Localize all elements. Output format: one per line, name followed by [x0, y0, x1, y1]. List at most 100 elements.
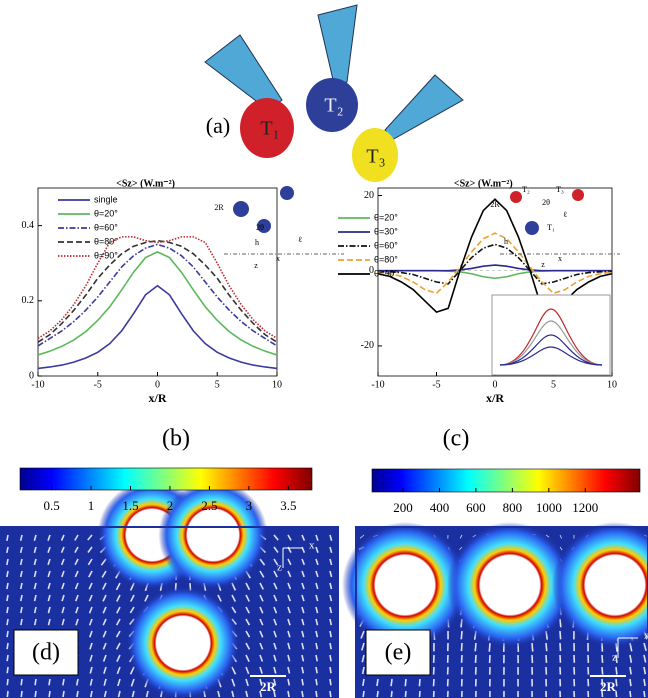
arrow: [287, 594, 291, 602]
arrow: [33, 618, 37, 626]
arrow: [6, 654, 9, 662]
arrow: [329, 606, 333, 614]
arrow: [89, 690, 93, 698]
arrow: [144, 594, 149, 602]
x-tick-label: 10: [607, 379, 617, 390]
arrow: [101, 570, 107, 578]
x-tick-label: 10: [272, 379, 282, 390]
arrow: [116, 594, 121, 602]
x-tick-label: -10: [31, 379, 44, 390]
panel-label: (c): [443, 426, 470, 452]
arrow: [6, 546, 9, 554]
legend-label: θ=80°: [94, 236, 118, 246]
arrow: [61, 570, 65, 578]
arrow: [6, 534, 9, 542]
arrow: [19, 582, 23, 590]
arrow: [643, 678, 646, 687]
legend-label: θ=90°: [94, 250, 118, 260]
field-arrows: [0, 480, 648, 698]
arrow: [259, 618, 264, 626]
arrow: [329, 618, 333, 626]
arrow: [545, 642, 548, 652]
arrow: [404, 690, 407, 698]
arrow: [61, 606, 65, 614]
arrow: [89, 678, 93, 686]
arrow: [376, 678, 379, 687]
arrow: [315, 594, 319, 602]
arrow: [301, 618, 305, 626]
arrow: [460, 630, 463, 640]
y-tick-label: 0: [29, 370, 34, 381]
particle-halo: [342, 522, 468, 648]
arrow: [33, 606, 37, 614]
arrow: [231, 594, 237, 602]
panel-label: (a): [206, 113, 230, 138]
arrow: [48, 678, 51, 686]
arrow: [129, 606, 135, 614]
legend-label: single: [94, 194, 118, 204]
arrow: [102, 630, 107, 638]
arrow: [301, 558, 306, 566]
arrow: [361, 642, 365, 651]
arrow: [273, 654, 277, 662]
arrow: [531, 642, 534, 652]
arrow: [404, 678, 407, 687]
arrow: [6, 570, 9, 578]
arrow: [19, 570, 23, 578]
arrow: [88, 570, 93, 578]
arrow: [601, 690, 604, 698]
series-line: [377, 232, 613, 295]
arrow: [20, 678, 23, 686]
arrow: [231, 606, 237, 614]
arrow: [47, 618, 51, 626]
schematic-label: x: [558, 254, 562, 263]
colorbar-tick-label: 3.5: [280, 498, 296, 513]
schematic-label: 2R: [490, 200, 500, 209]
x-tick-label: -10: [371, 379, 384, 390]
arrow: [615, 654, 618, 664]
axis-indicator-label: x: [644, 630, 648, 642]
arrow: [315, 690, 318, 698]
arrow: [102, 642, 107, 650]
arrow: [259, 570, 265, 578]
arrow: [6, 666, 9, 674]
arrow: [33, 546, 37, 554]
colorbar-tick-label: 400: [430, 500, 450, 515]
arrow: [315, 558, 319, 566]
arrow: [19, 534, 23, 542]
scale-label: 2R: [260, 679, 277, 694]
inset-curve: [499, 346, 603, 366]
arrow: [273, 606, 278, 614]
arrow: [459, 534, 463, 539]
arrow: [75, 606, 79, 614]
arrow: [47, 558, 51, 566]
arrow: [245, 582, 251, 591]
x-tick-label: 0: [493, 379, 498, 390]
arrow: [329, 558, 333, 566]
arrow: [19, 546, 23, 554]
schematic-label: h: [504, 237, 508, 246]
arrow: [315, 618, 319, 626]
arrow: [245, 594, 250, 602]
arrow: [89, 642, 93, 650]
arrow: [6, 690, 9, 698]
arrow: [34, 690, 37, 698]
arrow: [643, 690, 646, 698]
arrow: [34, 678, 37, 686]
arrow: [629, 654, 633, 663]
arrow: [33, 534, 37, 541]
arrow: [273, 618, 278, 626]
arrow: [273, 582, 278, 590]
arrow: [33, 582, 37, 590]
arrow: [61, 582, 65, 590]
legend-label: θ=30°: [374, 226, 398, 236]
arrow: [315, 546, 319, 554]
schematic-label: 2θ: [542, 198, 550, 207]
arrow: [315, 582, 319, 590]
arrow: [287, 630, 291, 638]
arrow: [301, 654, 305, 662]
arrow: [259, 630, 264, 638]
arrow: [102, 582, 107, 590]
arrow: [33, 594, 37, 602]
colorbar-tick-label: 1: [88, 498, 95, 513]
